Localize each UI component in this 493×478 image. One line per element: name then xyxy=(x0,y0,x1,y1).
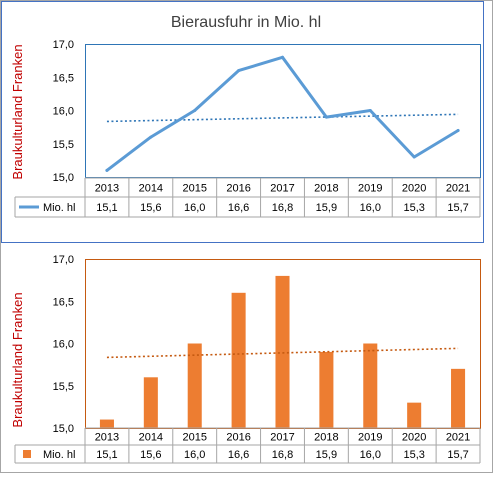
x-tick-label: 2018 xyxy=(314,183,338,195)
data-label-2014: 15,6 xyxy=(140,449,161,461)
line-chart-trendline xyxy=(106,113,459,123)
line-chart-points xyxy=(105,55,460,172)
data-label-2020: 15,3 xyxy=(403,449,424,461)
line-chart-y-axis-title: Braukulturland Franken xyxy=(10,44,25,179)
x-tick-label: 2017 xyxy=(270,183,294,195)
data-label-2017: 16,8 xyxy=(272,202,293,214)
data-label-2020: 15,3 xyxy=(403,202,424,214)
line-chart-y-ticks: 15,0 15,5 16,0 16,5 17,0 xyxy=(53,39,74,184)
x-tick-label: 2015 xyxy=(182,183,206,195)
line-chart: Bierausfuhr in Mio. hl Braukulturland Fr… xyxy=(1,1,484,243)
y-tick-label: 17,0 xyxy=(53,254,74,266)
line-point-2017 xyxy=(281,55,284,59)
y-tick-label: 16,0 xyxy=(53,339,74,351)
bar-chart-data-table: 2013 2014 2015 2016 2017 2018 2019 2020 2021 Mio.… xyxy=(14,427,481,464)
legend-key xyxy=(23,450,31,458)
data-label-2017: 16,8 xyxy=(272,449,293,461)
x-tick-label: 2020 xyxy=(402,183,426,195)
data-label-2018: 15,9 xyxy=(316,202,337,214)
line-point-2018 xyxy=(324,115,328,119)
data-label-2018: 15,9 xyxy=(316,449,337,461)
x-tick-label: 2021 xyxy=(446,432,470,444)
y-tick-label: 15,0 xyxy=(53,172,74,184)
line-point-2020 xyxy=(412,155,416,159)
bar-chart-trendline xyxy=(106,347,459,359)
data-label-2021: 15,7 xyxy=(447,202,468,214)
data-label-2019: 16,0 xyxy=(360,449,381,461)
x-tick-label: 2021 xyxy=(446,183,470,195)
x-tick-label: 2014 xyxy=(139,183,163,195)
y-tick-label: 15,0 xyxy=(53,423,74,435)
line-point-2021 xyxy=(456,128,460,132)
line-chart-data-table: 2013 2014 2015 2016 2017 2018 2019 2020 2021 Mio.… xyxy=(14,177,481,218)
y-tick-label: 16,0 xyxy=(53,106,74,118)
x-tick-label: 2014 xyxy=(139,432,163,444)
bar-chart-y-ticks: 15,0 15,5 16,0 16,5 17,0 xyxy=(53,254,74,435)
legend-series-name: Mio. hl xyxy=(43,202,75,214)
data-label-2021: 15,7 xyxy=(447,449,468,461)
y-tick-label: 15,5 xyxy=(53,139,74,151)
line-chart-title: Bierausfuhr in Mio. hl xyxy=(171,14,321,31)
y-tick-label: 17,0 xyxy=(53,39,74,51)
y-tick-label: 15,5 xyxy=(53,381,74,393)
legend-series-name: Mio. hl xyxy=(43,449,75,461)
bar-chart: Braukulturland Franken 15,015,516,016,51… xyxy=(10,254,481,464)
x-tick-label: 2015 xyxy=(182,432,206,444)
x-tick-label: 2016 xyxy=(226,432,250,444)
data-label-2016: 16,6 xyxy=(228,202,249,214)
line-chart-frame xyxy=(1,1,484,243)
bar-2013 xyxy=(99,419,114,428)
data-label-2013: 15,1 xyxy=(96,202,117,214)
x-tick-label: 2017 xyxy=(270,432,294,444)
x-tick-label: 2013 xyxy=(95,432,119,444)
bar-2015 xyxy=(187,343,202,428)
bar-chart-y-axis-title: Braukulturland Franken xyxy=(10,292,25,427)
x-tick-label: 2018 xyxy=(314,432,338,444)
data-label-2015: 16,0 xyxy=(184,449,205,461)
data-label-2014: 15,6 xyxy=(140,202,161,214)
line-point-2015 xyxy=(193,109,197,112)
x-tick-label: 2019 xyxy=(358,432,382,444)
data-label-2016: 16,6 xyxy=(228,449,249,461)
data-label-2015: 16,0 xyxy=(184,202,205,214)
bar-2019 xyxy=(363,343,378,428)
bar-chart-bars xyxy=(99,275,466,428)
data-label-2019: 16,0 xyxy=(360,202,381,214)
bar-2016 xyxy=(231,292,246,428)
y-tick-label: 16,5 xyxy=(53,72,74,84)
x-tick-label: 2013 xyxy=(95,183,119,195)
bar-2018 xyxy=(319,351,334,428)
x-tick-label: 2016 xyxy=(226,183,250,195)
line-point-2013 xyxy=(105,168,109,172)
line-point-2014 xyxy=(149,135,153,139)
line-point-2016 xyxy=(237,69,241,73)
line-point-2019 xyxy=(368,109,372,112)
bar-2017 xyxy=(275,275,290,428)
y-tick-label: 16,5 xyxy=(53,296,74,308)
bar-2020 xyxy=(407,402,422,428)
x-tick-label: 2020 xyxy=(402,432,426,444)
bar-2021 xyxy=(451,368,466,428)
bar-2014 xyxy=(143,377,158,428)
data-label-2013: 15,1 xyxy=(96,449,117,461)
x-tick-label: 2019 xyxy=(358,183,382,195)
